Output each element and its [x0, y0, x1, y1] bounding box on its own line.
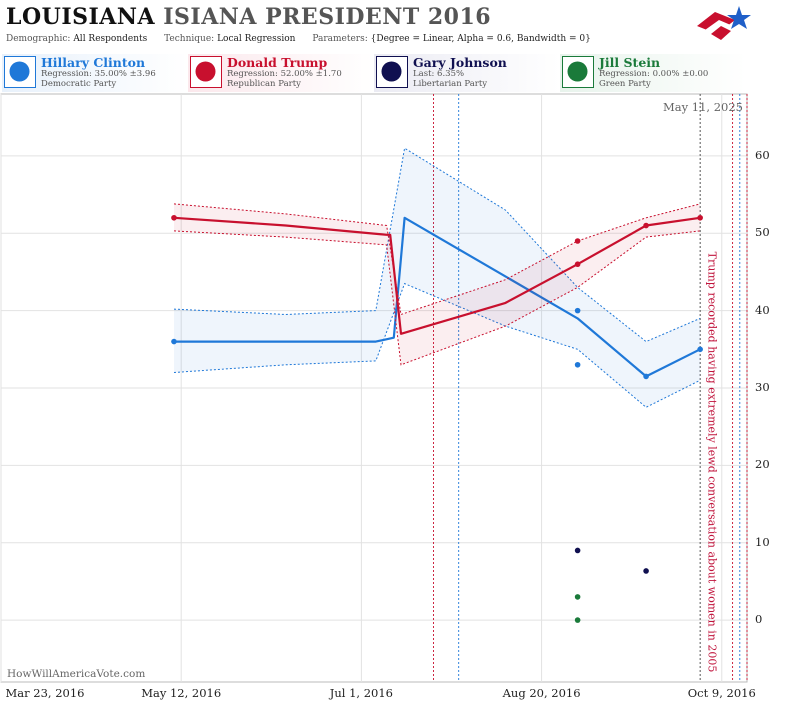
candidate-legend: Hillary Clinton Regression: 35.00% ±3.96 D…	[0, 54, 789, 94]
title-rest: ISIANA PRESIDENT 2016	[163, 4, 492, 30]
hillary-clinton-regression-line	[174, 216, 701, 378]
donald-trump-upper-bound	[173, 203, 701, 316]
x-tick-label: Jul 1, 2016	[329, 686, 393, 700]
y-tick-label: 60	[755, 147, 770, 162]
candidate-name: Gary Johnson	[413, 55, 507, 70]
parameters-value: {Degree = Linear, Alpha = 0.6, Bandwidth…	[370, 34, 591, 44]
technique-label: Technique:	[164, 34, 215, 44]
x-tick-label: May 12, 2016	[141, 686, 222, 700]
gary-johnson-poll-point	[574, 547, 581, 554]
demographic-label: Demographic:	[6, 34, 71, 44]
hillary-clinton-poll-point	[574, 361, 581, 368]
candidate-name: Jill Stein	[599, 55, 661, 70]
hillary-clinton-poll-point	[171, 338, 177, 345]
donald-trump-poll-point	[574, 238, 581, 244]
donald-trump-poll-point	[574, 261, 581, 268]
flower-icon	[562, 56, 594, 88]
hillary-clinton-confidence-band	[174, 148, 701, 408]
y-tick-label: 50	[755, 225, 770, 240]
candidate-name: Donald Trump	[227, 55, 328, 70]
parameters-line: Demographic: All Respondents Technique: …	[6, 34, 605, 44]
jill-stein-poll-point	[574, 617, 581, 623]
donkey-icon	[4, 56, 36, 88]
hillary-clinton-poll-point	[697, 346, 703, 353]
candidate-party: Republican Party	[227, 79, 301, 89]
event-annotation: Trump recorded having extremely lewd con…	[705, 251, 719, 673]
y-tick-label: 0	[755, 612, 763, 627]
donald-trump-confidence-band	[174, 203, 701, 365]
candidate-party: Democratic Party	[41, 79, 117, 89]
watermark: HowWillAmericaVote.com	[7, 668, 146, 680]
parameters-label: Parameters:	[312, 34, 368, 44]
date-stamp: May 11, 2025	[663, 100, 743, 114]
y-tick-label: 40	[755, 302, 770, 317]
x-tick-label: Oct 9, 2016	[687, 686, 756, 700]
site-logo-icon	[697, 6, 751, 40]
donald-trump-poll-point	[697, 214, 703, 221]
candidate-stat: Last: 6.35%	[413, 69, 465, 79]
candidate-stat: Regression: 35.00% ±3.96	[41, 69, 156, 79]
candidate-donald-trump: Donald Trump Regression: 52.00% ±1.70 Repu…	[188, 54, 374, 92]
hillary-clinton-lower-bound	[173, 282, 701, 408]
technique-value: Local Regression	[217, 34, 296, 44]
donald-trump-poll-point	[643, 222, 649, 229]
candidate-name: Hillary Clinton	[41, 55, 146, 70]
donald-trump-lower-bound	[173, 230, 701, 366]
demographic-value: All Respondents	[73, 34, 148, 44]
hillary-clinton-poll-point	[643, 373, 649, 380]
jill-stein-poll-point	[574, 594, 581, 600]
candidate-stat: Regression: 0.00% ±0.00	[599, 69, 709, 79]
hillary-clinton-poll-point	[574, 307, 581, 314]
elephant-icon	[190, 56, 222, 88]
liberty-icon	[376, 56, 408, 88]
chart-header: LOUISIANA ISIANA PRESIDENT 2016 Demograp…	[0, 0, 789, 92]
donald-trump-regression-line	[173, 216, 701, 335]
x-tick-label: Aug 20, 2016	[502, 686, 581, 700]
y-tick-label: 30	[755, 380, 770, 394]
chart-title: LOUISIANA ISIANA PRESIDENT 2016	[6, 4, 491, 30]
candidate-party: Libertarian Party	[413, 79, 488, 89]
y-tick-label: 10	[755, 534, 770, 549]
candidate-party: Green Party	[599, 79, 651, 89]
candidate-gary-johnson: Gary Johnson Last: 6.35% Libertarian Party	[374, 54, 560, 92]
x-tick-label: Mar 23, 2016	[5, 686, 85, 700]
title-state: LOUISIANA	[6, 4, 156, 30]
candidate-hillary-clinton: Hillary Clinton Regression: 35.00% ±3.96 D…	[2, 54, 188, 92]
donald-trump-poll-point	[171, 214, 177, 221]
y-tick-label: 20	[755, 457, 770, 472]
candidate-stat: Regression: 52.00% ±1.70	[227, 69, 342, 79]
candidate-jill-stein: Jill Stein Regression: 0.00% ±0.00 Green P…	[560, 54, 746, 92]
gary-johnson-poll-point	[643, 568, 649, 574]
